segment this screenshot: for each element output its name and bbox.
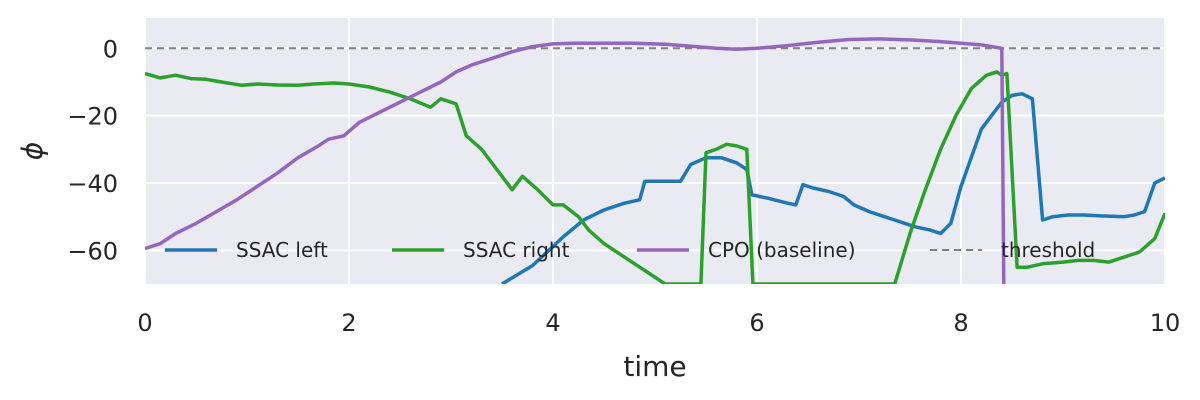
data-lines: [145, 37, 1165, 284]
x-tick-label: 8: [953, 309, 968, 337]
y-tick-label: 0: [103, 35, 118, 63]
legend: SSAC left SSAC right CPO (baseline) thresho…: [165, 238, 1095, 262]
x-tick-label: 0: [137, 309, 152, 337]
x-tick-label: 4: [545, 309, 560, 337]
x-tick-label: 2: [341, 309, 356, 337]
y-axis-label: ϕ: [16, 142, 49, 160]
series-line-ssac-right: [145, 70, 1165, 284]
x-tick-label: 6: [749, 309, 764, 337]
legend-label: SSAC left: [236, 238, 328, 262]
x-tick-label: 10: [1150, 309, 1181, 337]
y-tick-label: −20: [67, 103, 118, 131]
x-axis-label: time: [623, 350, 686, 383]
legend-label: SSAC right: [463, 238, 570, 262]
tick-labels: 0 2 4 6 8 10 0 −20 −40 −60: [67, 35, 1180, 337]
series-line-ssac-left: [501, 92, 1165, 284]
legend-label: threshold: [1001, 238, 1095, 262]
plot-background: [145, 18, 1165, 284]
legend-label: CPO (baseline): [708, 238, 856, 262]
y-tick-label: −60: [67, 237, 118, 265]
y-tick-label: −40: [67, 170, 118, 198]
series-line-cpo-baseline: [145, 37, 1006, 284]
